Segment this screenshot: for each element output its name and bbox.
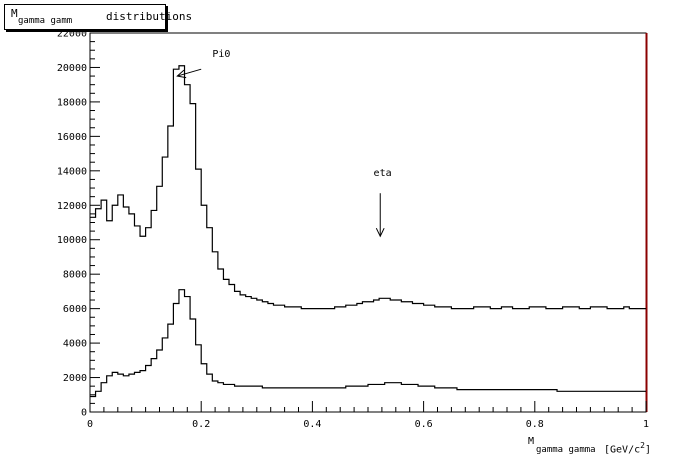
- annotation-layer: Pi0 eta: [176, 49, 392, 238]
- title-subscript: gamma gamm: [18, 16, 73, 26]
- x-axis-label-unit: [GeV/c2]: [604, 441, 651, 455]
- annotation-arrowhead: [176, 69, 187, 79]
- x-axis-label-subscript: gamma gamma: [536, 445, 596, 455]
- annotation-label: eta: [374, 168, 392, 179]
- y-tick-label: 14000: [57, 166, 87, 177]
- y-tick-label: 8000: [63, 270, 87, 281]
- y-tick-label: 18000: [57, 97, 87, 108]
- x-tick-label: 1: [643, 419, 649, 430]
- y-tick-label: 12000: [57, 201, 87, 212]
- x-tick-label: 0.8: [526, 419, 544, 430]
- y-tick-label: 6000: [63, 304, 87, 315]
- x-tick-label: 0.6: [415, 419, 433, 430]
- title-main: M: [11, 7, 18, 20]
- annotation-label: Pi0: [212, 49, 230, 60]
- x-axis-unit-text: [GeV/c: [604, 444, 641, 456]
- axes: 0 2000 4000 6000 8000 10000 12000 14000 16000 180…: [57, 29, 649, 431]
- histogram-series-2: [90, 289, 646, 398]
- annotation-arrow: [177, 68, 202, 77]
- title-rest: distributions: [106, 10, 193, 23]
- x-tick-label: 0: [87, 419, 93, 430]
- y-tick-label: 22000: [57, 29, 87, 40]
- histogram-series-1: [90, 65, 646, 310]
- x-tick-label: 0.2: [192, 419, 210, 430]
- y-tick-label: 20000: [57, 63, 87, 74]
- x-axis-unit-superscript: 2: [640, 441, 645, 450]
- x-axis-label-main: M: [528, 436, 535, 447]
- x-axis-unit-close: ]: [644, 444, 651, 456]
- y-tick-label: 4000: [63, 339, 87, 350]
- y-tick-label: 16000: [57, 132, 87, 143]
- x-tick-label: 0.4: [303, 419, 321, 430]
- y-tick-label: 10000: [57, 235, 87, 246]
- y-tick-label: 0: [81, 408, 87, 419]
- series-layer: [90, 65, 646, 398]
- annotation-arrowhead: [375, 227, 385, 238]
- histogram-title: M gamma gamm distributions: [4, 4, 192, 30]
- y-tick-label: 2000: [63, 373, 87, 384]
